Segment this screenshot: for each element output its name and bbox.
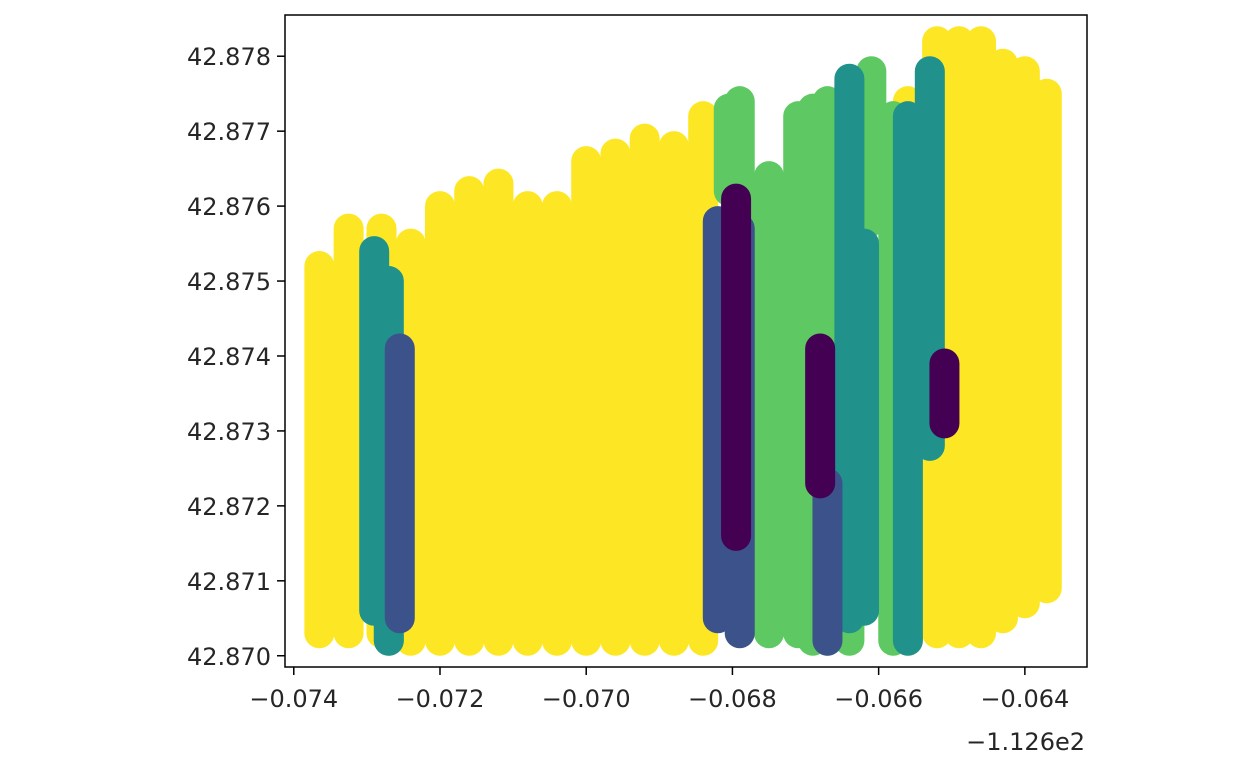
y-tick-label: 42.872 — [187, 493, 271, 521]
y-tick-label: 42.875 — [187, 268, 271, 296]
x-axis: −0.074 −0.072 −0.070 −0.068 −0.066 −0.064 — [249, 667, 1069, 713]
x-tick-label: −0.072 — [396, 685, 485, 713]
series-purple — [721, 183, 960, 551]
x-tick-label: −0.070 — [542, 685, 631, 713]
y-tick-label: 42.877 — [187, 118, 271, 146]
x-tick-label: −0.066 — [834, 685, 923, 713]
x-tick-label: −0.074 — [249, 685, 338, 713]
y-axis: 42.870 42.871 42.872 42.873 42.874 42.875 42.8… — [187, 43, 285, 671]
y-tick-label: 42.870 — [187, 643, 271, 671]
y-tick-label: 42.873 — [187, 418, 271, 446]
plot-area — [304, 26, 1062, 656]
y-tick-label: 42.876 — [187, 193, 271, 221]
x-tick-label: −0.064 — [980, 685, 1069, 713]
y-tick-label: 42.874 — [187, 343, 271, 371]
y-tick-label: 42.878 — [187, 43, 271, 71]
plot-frame — [284, 14, 1088, 668]
y-tick-label: 42.871 — [187, 568, 271, 596]
x-axis-offset-label: −1.126e2 — [966, 728, 1085, 756]
x-tick-label: −0.068 — [688, 685, 777, 713]
